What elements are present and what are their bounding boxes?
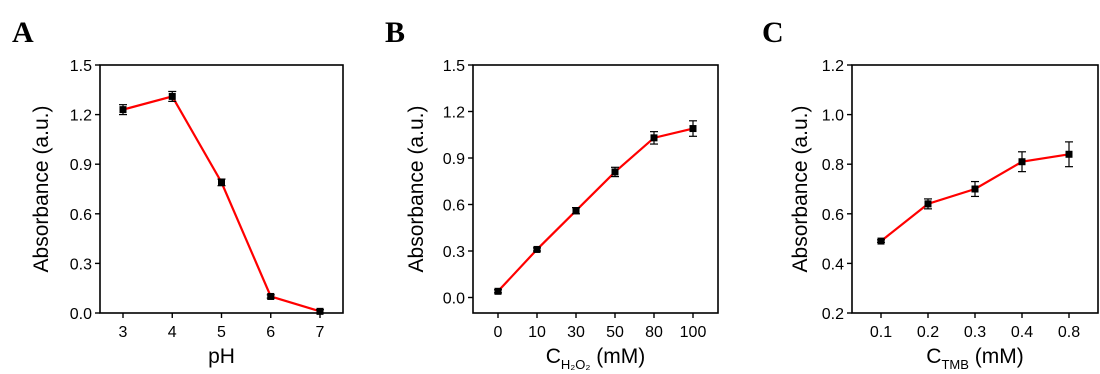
x-tick-label: 6 <box>266 324 275 341</box>
y-tick-label: 0.2 <box>822 306 844 323</box>
data-point <box>119 106 127 114</box>
series-line <box>122 95 321 313</box>
y-axis-title: Absorbance (a.u.) <box>30 106 53 273</box>
data-point <box>877 237 885 245</box>
data-point <box>572 207 580 215</box>
x-axis-title: pH <box>208 345 235 368</box>
data-point <box>689 125 697 133</box>
panel-letter-b: B <box>385 16 405 49</box>
data-point <box>1018 158 1026 166</box>
panel-letter-c: C <box>762 16 784 49</box>
x-tick-label: 5 <box>217 324 226 341</box>
y-tick-label: 1.2 <box>70 108 92 125</box>
x-tick-label: 100 <box>680 324 707 341</box>
plot-frame <box>99 64 344 314</box>
y-tick-label: 0.6 <box>70 207 92 224</box>
x-tick-label: 7 <box>316 324 325 341</box>
y-axis-title: Absorbance (a.u.) <box>789 106 812 273</box>
chart-a: 0.0 0.3 0.6 0.9 1.2 1.5 3 4 5 6 7 Absorbance (a.u.)… <box>30 58 344 368</box>
y-tick-label: 0.0 <box>443 291 465 308</box>
x-tick-label: 10 <box>528 324 546 341</box>
series-line <box>880 153 1070 242</box>
x-axis-title-subscript: TMB <box>941 357 968 372</box>
x-axis-title-unit: (mM) <box>590 345 645 368</box>
x-axis-title-subscript: H₂O₂ <box>561 357 591 372</box>
y-tick-label: 0.6 <box>822 207 844 224</box>
data-point <box>650 134 658 142</box>
panel-letter-a: A <box>12 16 34 49</box>
x-tick-label: 0.4 <box>1011 324 1033 341</box>
x-tick-label: 80 <box>645 324 663 341</box>
y-tick-label: 1.2 <box>822 58 844 75</box>
y-tick-label: 1.5 <box>443 58 465 75</box>
data-point <box>533 245 541 253</box>
y-tick-label: 0.3 <box>443 244 465 261</box>
y-tick-label: 1.2 <box>443 105 465 122</box>
x-axis-title: CH₂O₂ (mM) <box>546 345 646 372</box>
chart-c: 0.2 0.4 0.6 0.8 1.0 1.2 0.1 0.2 0.3 0.4 0.8 Absorba… <box>789 58 1099 372</box>
series-line <box>497 127 694 293</box>
data-point <box>611 168 619 176</box>
data-point <box>168 92 176 100</box>
y-tick-label: 0.9 <box>70 157 92 174</box>
x-axis-title-main: C <box>546 345 561 368</box>
x-tick-label: 4 <box>168 324 177 341</box>
data-point <box>218 178 225 186</box>
y-tick-label: 0.3 <box>70 256 92 273</box>
x-tick-label: 30 <box>567 324 585 341</box>
y-tick-label: 0.8 <box>822 157 844 174</box>
x-tick-label: 0.2 <box>917 324 939 341</box>
y-tick-label: 0.9 <box>443 151 465 168</box>
data-point <box>971 185 979 193</box>
x-tick-label: 0.8 <box>1058 324 1080 341</box>
y-tick-label: 1.5 <box>70 58 92 75</box>
y-tick-label: 1.0 <box>822 108 844 125</box>
x-tick-label: 50 <box>606 324 624 341</box>
x-axis-title-unit: (mM) <box>969 345 1024 368</box>
y-tick-label: 0.6 <box>443 198 465 215</box>
data-point <box>267 292 275 300</box>
x-tick-label: 0 <box>494 324 503 341</box>
y-tick-label: 0.4 <box>822 256 844 273</box>
x-axis-title-main: C <box>926 345 941 368</box>
data-point <box>316 307 324 315</box>
chart-b: 0.0 0.3 0.6 0.9 1.2 1.5 0 10 30 50 80 100 Absorbance… <box>405 58 719 372</box>
y-tick-label: 0.0 <box>70 306 92 323</box>
x-tick-label: 0.3 <box>964 324 986 341</box>
data-point <box>1065 150 1073 158</box>
data-point <box>494 287 502 295</box>
y-axis-title: Absorbance (a.u.) <box>405 106 428 273</box>
x-tick-label: 3 <box>119 324 128 341</box>
x-axis-title: CTMB (mM) <box>926 345 1023 372</box>
data-point <box>924 200 932 208</box>
x-tick-label: 0.1 <box>870 324 892 341</box>
plot-frame <box>472 64 719 314</box>
